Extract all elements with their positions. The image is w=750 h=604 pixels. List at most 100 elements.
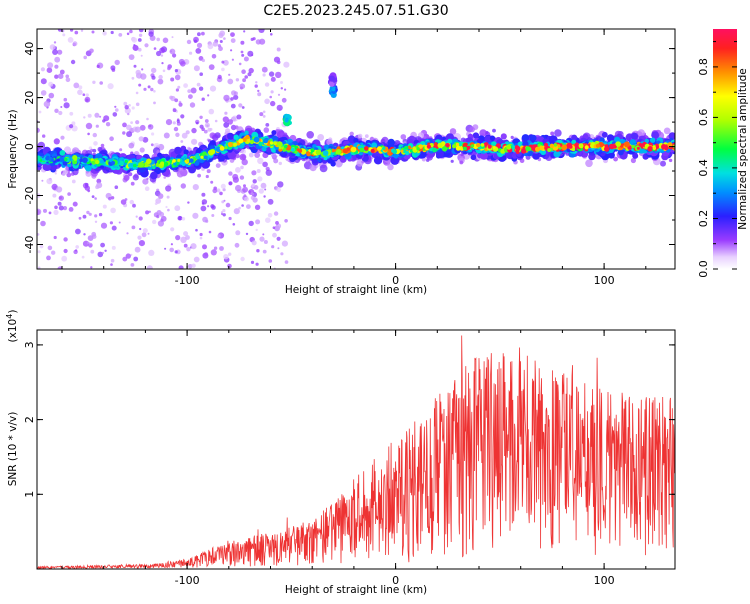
noise-speckle bbox=[278, 161, 282, 166]
halo-speckle bbox=[123, 174, 130, 181]
spectral-peak bbox=[253, 136, 260, 143]
noise-speckle bbox=[256, 249, 260, 253]
noise-speckle bbox=[128, 54, 135, 60]
noise-speckle bbox=[284, 219, 288, 223]
noise-speckle bbox=[172, 53, 177, 58]
noise-speckle bbox=[247, 72, 252, 77]
x-tick-label: -100 bbox=[175, 574, 200, 587]
noise-speckle bbox=[174, 98, 179, 103]
noise-speckle bbox=[222, 213, 226, 217]
noise-speckle bbox=[137, 38, 142, 42]
spectral-peak bbox=[95, 159, 100, 165]
noise-speckle bbox=[87, 241, 90, 245]
spectral-peak bbox=[373, 156, 383, 165]
noise-speckle bbox=[263, 195, 266, 198]
noise-speckle bbox=[193, 39, 198, 43]
halo-speckle bbox=[309, 164, 317, 172]
spectral-peak bbox=[472, 132, 479, 139]
noise-speckle bbox=[268, 71, 275, 77]
noise-speckle bbox=[162, 69, 166, 73]
noise-speckle bbox=[156, 215, 160, 219]
spectral-peak bbox=[298, 148, 303, 153]
spectral-peak bbox=[273, 141, 277, 146]
noise-speckle bbox=[126, 131, 133, 138]
noise-speckle bbox=[228, 181, 233, 186]
spectral-peak bbox=[489, 135, 496, 141]
halo-speckle bbox=[37, 141, 46, 150]
snr-frame bbox=[36, 329, 676, 570]
noise-speckle bbox=[62, 206, 68, 211]
noise-speckle bbox=[126, 232, 129, 235]
spectral-peak bbox=[574, 142, 580, 148]
spectral-peak bbox=[470, 154, 477, 161]
noise-speckle bbox=[84, 185, 91, 191]
spectral-peak bbox=[91, 160, 95, 165]
spectral-peak bbox=[85, 164, 92, 172]
noise-speckle bbox=[73, 82, 80, 89]
halo-speckle bbox=[319, 164, 328, 173]
noise-speckle bbox=[186, 39, 192, 45]
noise-speckle bbox=[151, 132, 155, 136]
spectral-peak bbox=[118, 160, 125, 166]
noise-speckle bbox=[223, 37, 226, 40]
noise-speckle bbox=[270, 90, 274, 94]
noise-speckle bbox=[151, 75, 156, 80]
noise-speckle bbox=[274, 186, 277, 189]
halo-speckle bbox=[364, 134, 369, 139]
noise-speckle bbox=[63, 237, 68, 242]
noise-speckle bbox=[211, 214, 215, 217]
spectral-peak bbox=[370, 148, 375, 153]
noise-speckle bbox=[126, 32, 130, 36]
noise-speckle bbox=[204, 252, 208, 256]
noise-speckle bbox=[122, 122, 127, 128]
noise-speckle bbox=[270, 76, 276, 82]
noise-speckle bbox=[239, 175, 245, 180]
noise-speckle bbox=[135, 69, 141, 76]
spectral-peak bbox=[233, 142, 238, 147]
noise-speckle bbox=[232, 223, 236, 226]
figure-title: C2E5.2023.245.07.51.G30 bbox=[263, 3, 448, 19]
noise-speckle bbox=[177, 85, 181, 89]
spectral-peak bbox=[72, 155, 78, 161]
noise-speckle bbox=[227, 78, 234, 85]
spectral-peak bbox=[350, 146, 357, 153]
spectral-peak bbox=[667, 142, 673, 148]
noise-speckle bbox=[47, 245, 53, 251]
noise-speckle bbox=[175, 235, 181, 241]
noise-speckle bbox=[91, 30, 95, 34]
noise-speckle bbox=[110, 258, 115, 263]
noise-speckle bbox=[131, 76, 135, 80]
spectral-peak bbox=[62, 160, 68, 166]
noise-speckle bbox=[174, 205, 181, 212]
noise-speckle bbox=[175, 88, 179, 92]
noise-speckle bbox=[272, 226, 276, 229]
noise-speckle bbox=[248, 220, 254, 227]
spectral-peak bbox=[238, 138, 244, 144]
spectral-peak bbox=[382, 146, 386, 150]
noise-speckle bbox=[250, 195, 255, 200]
noise-speckle bbox=[112, 112, 118, 117]
noise-speckle bbox=[204, 119, 209, 123]
noise-speckle bbox=[104, 249, 107, 252]
noise-speckle bbox=[220, 211, 224, 214]
noise-speckle bbox=[67, 192, 71, 196]
noise-speckle bbox=[47, 62, 54, 69]
noise-speckle bbox=[208, 230, 212, 234]
noise-speckle bbox=[124, 198, 128, 201]
noise-speckle bbox=[210, 249, 217, 256]
spectral-peak bbox=[584, 145, 589, 150]
noise-speckle bbox=[227, 119, 233, 125]
noise-speckle bbox=[53, 209, 59, 215]
spectral-peak bbox=[164, 161, 169, 167]
spectral-peak bbox=[651, 131, 659, 140]
noise-speckle bbox=[114, 59, 120, 66]
noise-speckle bbox=[233, 208, 240, 215]
noise-speckle bbox=[238, 62, 242, 66]
noise-speckle bbox=[58, 110, 63, 116]
noise-speckle bbox=[233, 91, 238, 96]
spectral-peak bbox=[571, 139, 577, 145]
halo-speckle bbox=[554, 129, 562, 137]
noise-speckle bbox=[60, 135, 65, 140]
halo-speckle bbox=[349, 131, 354, 136]
noise-speckle bbox=[94, 197, 97, 200]
